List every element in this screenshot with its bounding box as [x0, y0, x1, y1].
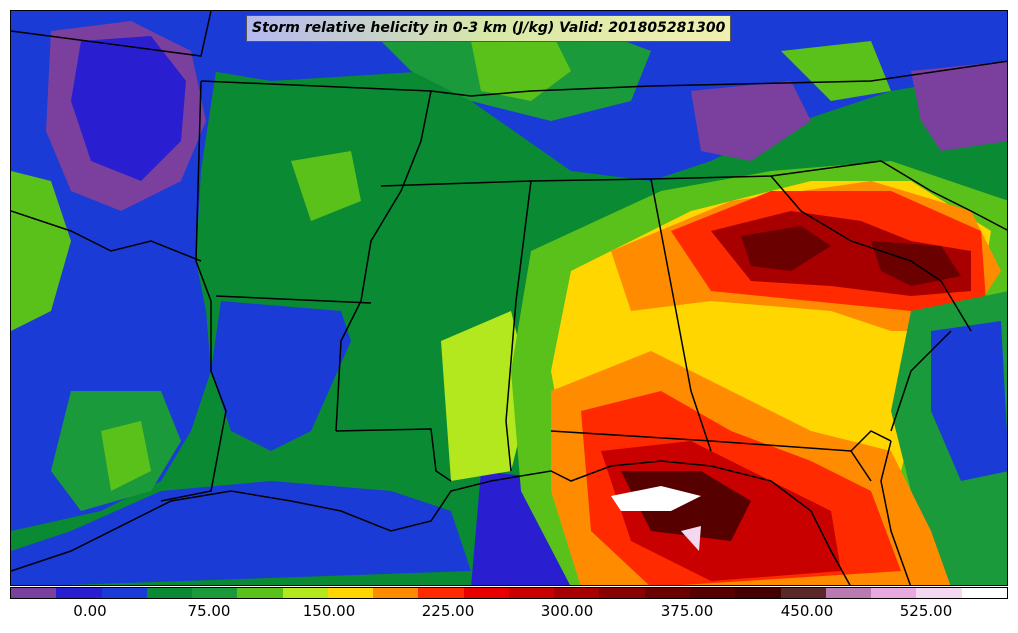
colorbar-swatch — [56, 588, 102, 598]
field-central-blue — [211, 301, 351, 451]
colorbar-swatch — [192, 588, 238, 598]
field-lime-band2 — [291, 151, 361, 221]
colorbar-tick-label: 150.00 — [302, 602, 356, 620]
field-se-maroon — [741, 226, 831, 271]
colorbar-swatch — [101, 588, 147, 598]
field-ne-purple — [691, 81, 811, 161]
colorbar-swatch — [327, 588, 374, 598]
borders — [11, 11, 1007, 585]
border-ms-al — [505, 180, 532, 472]
border-la-n — [215, 295, 372, 304]
field-ne-purple2 — [911, 61, 1007, 151]
colorbar-swatch — [825, 588, 872, 598]
colorbar-swatch — [780, 588, 826, 598]
colorbar-swatch — [146, 588, 193, 598]
field-east-lime — [931, 321, 1007, 481]
map-title: Storm relative helicity in 0-3 km (J/kg)… — [246, 15, 732, 42]
field-gulf-white2 — [681, 526, 701, 551]
helicity-map — [10, 10, 1008, 586]
field-light-green1 — [101, 421, 151, 491]
field-ne-lime — [781, 41, 891, 101]
field-gulf-blue — [11, 481, 471, 585]
colorbar-swatch — [871, 588, 917, 598]
field-sw-green — [11, 171, 71, 331]
coast-fl-east — [880, 440, 912, 585]
colorbar-tick-label: 300.00 — [540, 602, 594, 620]
border-ms-river — [335, 90, 432, 432]
colorbar — [10, 587, 1008, 599]
border-n1 — [11, 11, 212, 57]
colorbar-swatch — [961, 588, 1007, 598]
colorbar-swatch — [373, 588, 419, 598]
colorbar-tick-label: 225.00 — [421, 602, 475, 620]
border-al-ga — [650, 178, 712, 452]
colorbar-swatch — [644, 588, 690, 598]
colorbar-swatch — [554, 588, 600, 598]
border-sc — [770, 175, 972, 332]
colorbar-swatch — [508, 588, 555, 598]
field-north-lime — [471, 31, 571, 101]
border-west — [11, 210, 202, 262]
colorbar-swatch — [463, 588, 509, 598]
colorbar-swatch — [282, 588, 328, 598]
colorbar-swatch — [237, 588, 283, 598]
colorbar-tick-label: 525.00 — [899, 602, 953, 620]
colorbar-swatch — [735, 588, 781, 598]
colorbar-swatch — [599, 588, 645, 598]
colorbar-tick-label: 75.00 — [187, 602, 231, 620]
border-la-e — [335, 428, 452, 482]
field-gulf-white — [611, 486, 701, 511]
colorbar-swatch — [916, 588, 962, 598]
border-ga-fl — [850, 450, 872, 482]
colorbar-tick-label: 450.00 — [780, 602, 834, 620]
colorbar-tick-label: 0.00 — [73, 602, 107, 620]
colorbar-tick-label: 375.00 — [660, 602, 714, 620]
border-nc — [880, 160, 1007, 231]
field-west-blue2 — [71, 36, 186, 181]
border-ga-coast — [890, 330, 952, 432]
colorbar-swatch — [418, 588, 464, 598]
coast-gulf — [11, 460, 851, 585]
colorbar-swatch — [689, 588, 736, 598]
border-ark-e — [160, 80, 227, 502]
colorbar-ticks: 0.00 75.00 150.00 225.00 300.00 375.00 450.00 5… — [10, 600, 1008, 630]
colorbar-swatch — [11, 588, 57, 598]
